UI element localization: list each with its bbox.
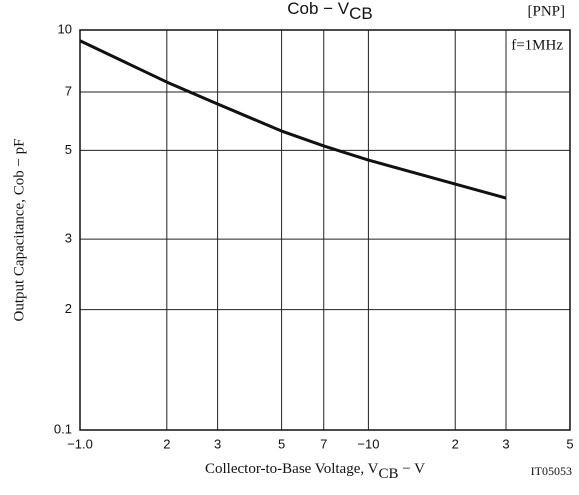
title-sub: CB [349, 4, 373, 23]
plot-frame [79, 29, 571, 431]
y-axis-label: Output Capacitance, Cob − pF [11, 138, 27, 321]
y-tick-label: 0.1 [54, 421, 72, 436]
x-tick-label: 5 [278, 436, 285, 451]
x-tick-label: 3 [214, 436, 221, 451]
x-label-main: Collector-to-Base Voltage, V [205, 461, 379, 477]
x-tick-label: −10 [357, 436, 379, 451]
x-label-unit: − V [398, 461, 425, 477]
y-tick-label: 7 [65, 83, 72, 98]
title-main: Cob − V [287, 0, 350, 18]
x-tick-label: 2 [163, 436, 170, 451]
line-series [79, 39, 507, 200]
x-tick-label: 5 [566, 436, 573, 451]
annotation: f=1MHz [511, 37, 563, 53]
y-tick-label: 10 [58, 21, 72, 36]
y-tick-label: 2 [65, 301, 72, 316]
chart-title: Cob − VCB [287, 0, 373, 23]
x-tick-label: −1.0 [67, 436, 93, 451]
y-tick-label: 5 [65, 142, 72, 157]
tag: [PNP] [527, 3, 565, 19]
y-tick-label: 3 [65, 231, 72, 246]
figure-id: IT05053 [531, 464, 572, 478]
x-tick-label: 3 [502, 436, 509, 451]
x-label-sub: CB [378, 466, 398, 482]
x-tick-label: 2 [452, 436, 459, 451]
x-axis-label: Collector-to-Base Voltage, VCB − V [205, 461, 425, 482]
x-tick-label: 7 [320, 436, 327, 451]
